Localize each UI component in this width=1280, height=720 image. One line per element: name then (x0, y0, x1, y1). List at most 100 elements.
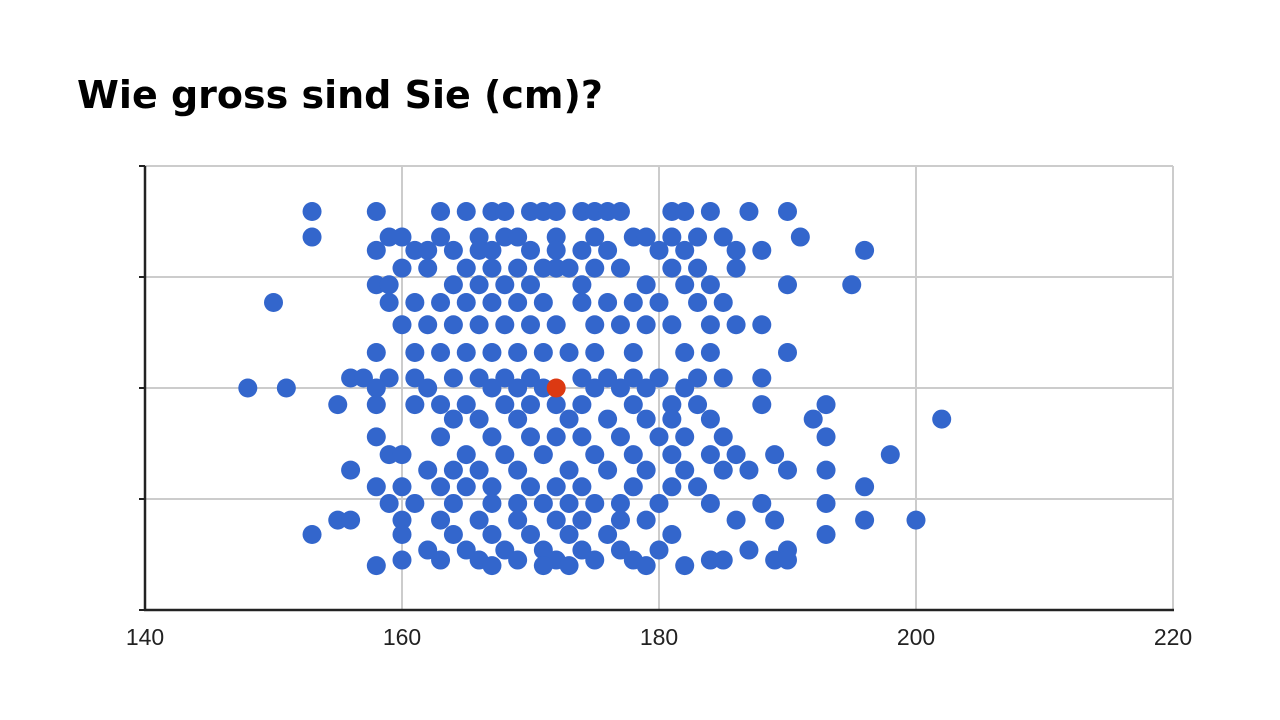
point (302, 525, 322, 545)
point (405, 293, 425, 313)
point (559, 525, 579, 545)
point (778, 202, 797, 222)
x-tick-label: 200 (897, 624, 935, 650)
point (508, 378, 528, 398)
point (816, 395, 836, 415)
point (662, 395, 682, 415)
point (431, 293, 451, 313)
point (482, 477, 502, 497)
point (855, 477, 875, 497)
point (778, 275, 797, 295)
point (598, 368, 618, 388)
point (598, 293, 618, 313)
point (700, 409, 720, 429)
point (559, 409, 579, 429)
point (636, 227, 656, 247)
point (366, 342, 386, 362)
point (508, 510, 528, 530)
point (405, 368, 425, 388)
point (469, 227, 489, 247)
point (443, 275, 463, 295)
point (508, 258, 528, 278)
point (688, 368, 708, 388)
point (482, 342, 502, 362)
point (495, 540, 515, 560)
point (572, 240, 592, 260)
point (482, 525, 502, 545)
point (636, 275, 656, 295)
point (456, 342, 476, 362)
point (855, 510, 875, 530)
point (610, 202, 630, 222)
point (572, 275, 592, 295)
point (649, 427, 669, 447)
point (546, 240, 566, 260)
point (598, 409, 618, 429)
point (533, 556, 553, 576)
point (778, 342, 797, 362)
point (700, 445, 720, 465)
point (533, 445, 553, 465)
point (469, 315, 489, 335)
point (688, 395, 708, 415)
point (790, 227, 810, 247)
point (456, 445, 476, 465)
point (521, 525, 540, 545)
point (572, 368, 592, 388)
point (546, 510, 566, 530)
point (276, 378, 296, 398)
point (392, 550, 412, 570)
point (623, 445, 643, 465)
point (366, 202, 386, 222)
point (482, 556, 502, 576)
point (572, 395, 592, 415)
point (623, 477, 643, 497)
point (572, 510, 592, 530)
point (842, 275, 862, 295)
point (443, 315, 463, 335)
point (662, 445, 682, 465)
point (366, 395, 386, 415)
point (431, 550, 451, 570)
point (443, 240, 463, 260)
point (623, 368, 643, 388)
point (418, 378, 438, 398)
point (610, 493, 630, 513)
point (610, 315, 630, 335)
point (752, 240, 772, 260)
point (392, 227, 412, 247)
point (508, 227, 528, 247)
point (623, 395, 643, 415)
point (508, 550, 528, 570)
point (675, 378, 695, 398)
point (649, 368, 669, 388)
point (598, 525, 618, 545)
chart-title: Wie gross sind Sie (cm)? (77, 73, 603, 117)
point (379, 293, 399, 313)
point (546, 202, 566, 222)
point (649, 240, 669, 260)
point (688, 293, 708, 313)
point (469, 510, 489, 530)
point (726, 258, 746, 278)
point (521, 427, 540, 447)
point (816, 525, 836, 545)
point (662, 525, 682, 545)
point (405, 493, 425, 513)
point (572, 477, 592, 497)
point (778, 460, 797, 480)
point (469, 409, 489, 429)
point (456, 293, 476, 313)
point (456, 540, 476, 560)
point (495, 202, 515, 222)
point (418, 460, 438, 480)
point (610, 510, 630, 530)
x-tick-label: 180 (640, 624, 678, 650)
point (366, 240, 386, 260)
point (405, 342, 425, 362)
point (533, 493, 553, 513)
point (495, 395, 515, 415)
point (264, 293, 283, 313)
point (546, 477, 566, 497)
point (623, 293, 643, 313)
